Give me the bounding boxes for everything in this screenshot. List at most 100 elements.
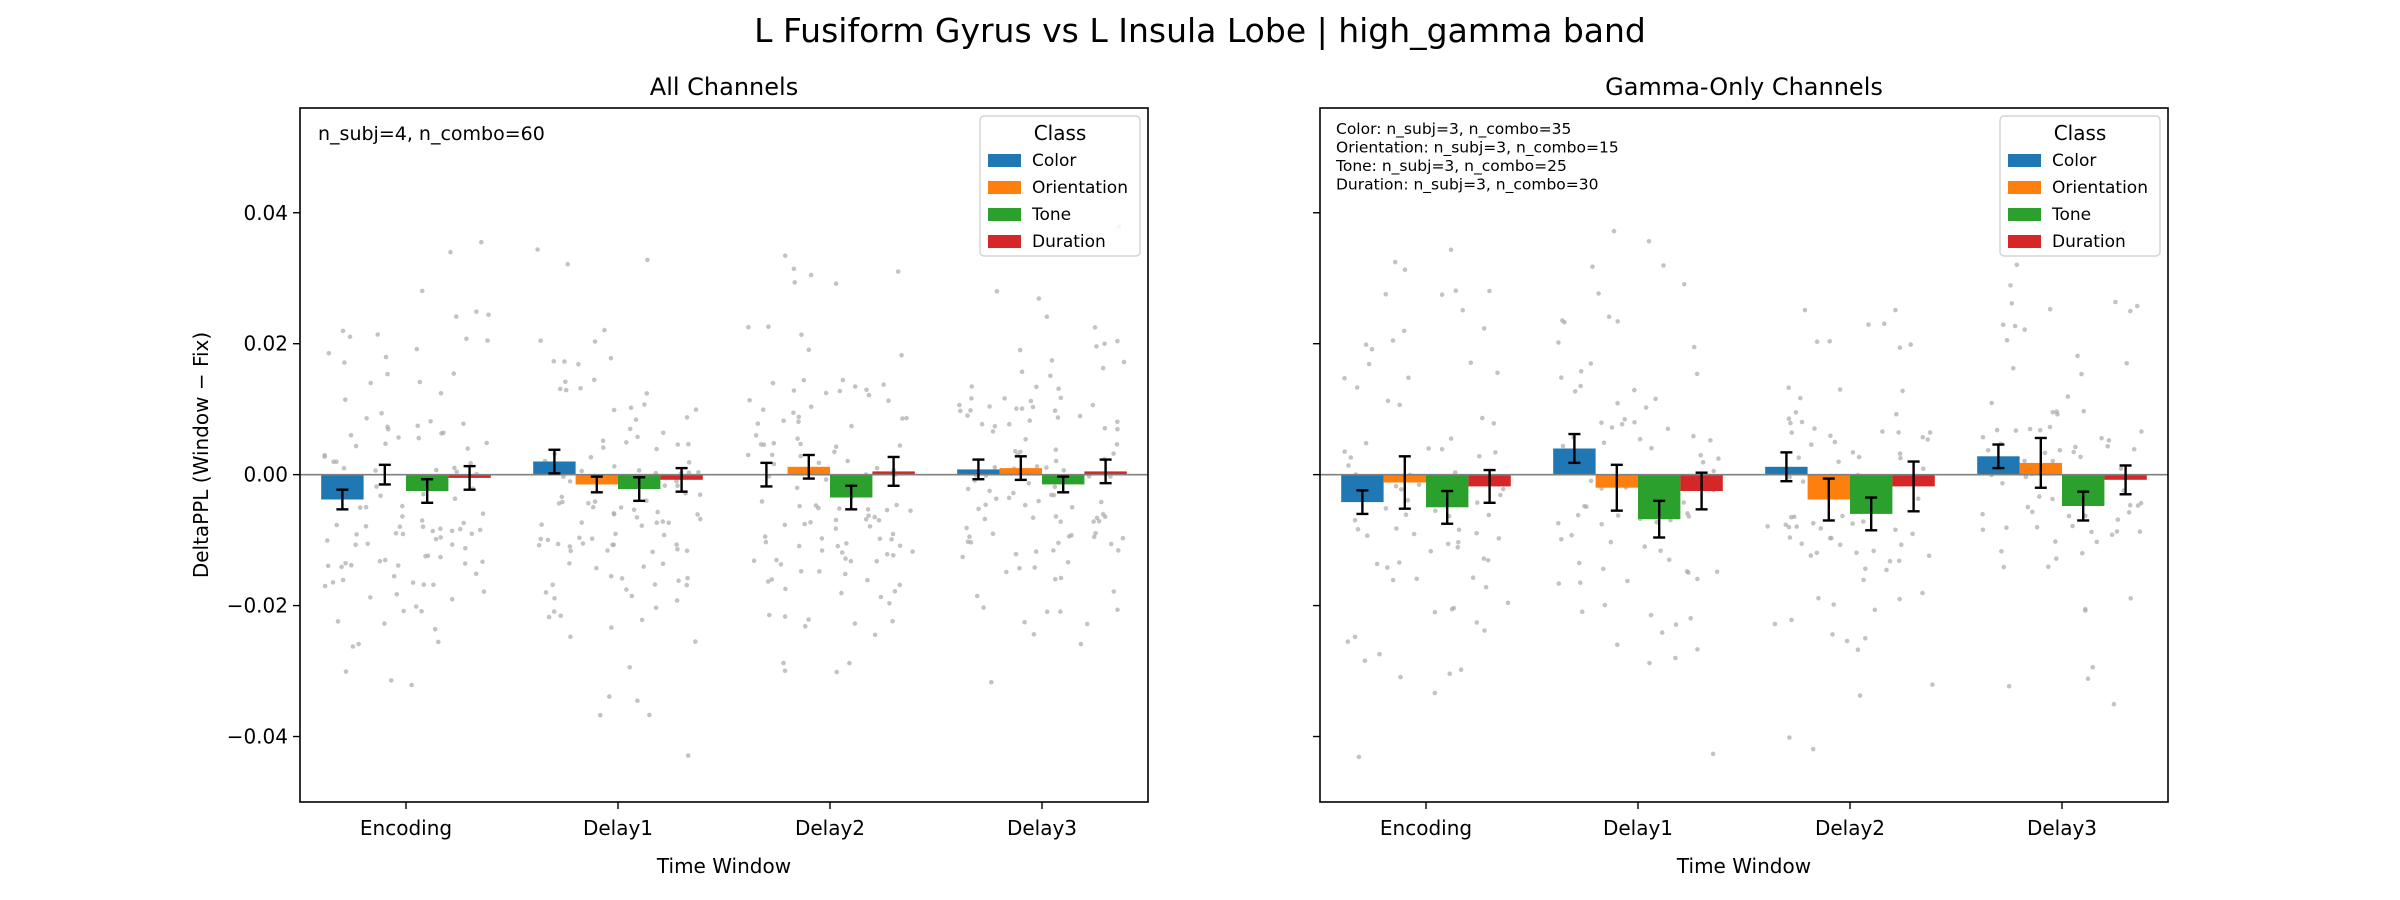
scatter-point [397,524,403,529]
scatter-point [1582,503,1587,509]
scatter-point [1052,484,1058,490]
scatter-point [1632,387,1637,393]
scatter-point [1808,553,1814,558]
scatter-point [473,571,479,577]
scatter-point [484,440,490,446]
scatter-point [2113,299,2118,305]
scatter-point [1899,542,1904,548]
scatter-point [974,593,980,599]
x-tick-label: Delay3 [1007,816,1077,840]
legend-label: Tone [1031,205,1071,225]
scatter-point [1058,609,1063,614]
scatter-point [2126,510,2132,515]
scatter-point [1432,690,1438,696]
scatter-point [1486,512,1492,518]
scatter-point [1647,660,1652,666]
scatter-point [982,516,988,522]
scatter-point [341,466,347,471]
scatter-point [798,441,803,447]
scatter-point [990,429,996,434]
scatter-point [2037,427,2043,433]
scatter-point [661,430,666,436]
scatter-point [551,359,557,364]
scatter-point [1646,238,1652,244]
scatter-point [979,421,985,427]
scatter-point [1018,449,1023,455]
scatter-point [1850,450,1856,455]
scatter-point [624,587,629,592]
scatter-point [373,468,378,473]
scatter-point [1115,426,1120,432]
scatter-point [1458,667,1464,672]
error-bar [378,463,391,486]
legend-label: Orientation [2052,178,2148,198]
scatter-point [451,371,457,376]
scatter-point [782,253,788,258]
scatter-point [2090,664,2095,670]
scatter-point [1569,532,1574,538]
scatter-point [1866,322,1871,327]
scatter-point [339,564,344,570]
scatter-point [1606,314,1612,320]
scatter-point [462,561,468,566]
scatter-point [1002,396,1007,401]
scatter-point [983,502,988,508]
scatter-point [464,336,469,342]
scatter-point [550,582,555,588]
scatter-point [414,346,420,352]
scatter-point [867,524,873,529]
scatter-point [698,516,703,522]
scatter-point [2011,366,2016,371]
scatter-point [1468,360,1474,366]
scatter-point [2105,444,2110,449]
scatter-point [577,535,582,541]
scatter-point [1880,429,1885,434]
scatter-point [343,669,349,674]
scatter-point [1714,569,1720,575]
scatter-point [1814,339,1820,345]
scatter-point [480,511,486,516]
scatter-point [2124,361,2129,366]
scatter-point [969,384,974,389]
scatter-point [763,539,769,545]
scatter-point [654,520,660,525]
scatter-point [1831,602,1836,607]
scatter-point [1354,385,1360,390]
scatter-point [1648,612,1654,618]
scatter-point [1474,620,1480,625]
scatter-point [2128,596,2133,601]
error-bar [1356,489,1369,516]
scatter-point [1927,430,1933,435]
scatter-point [1093,531,1098,536]
scatter-point [1578,383,1583,389]
scatter-point [1615,400,1620,406]
scatter-point [1007,421,1012,427]
scatter-point [863,517,869,522]
scatter-point [771,461,777,467]
scatter-point [1500,486,1506,492]
scatter-point [1022,619,1027,625]
legend-swatch [2008,154,2041,167]
panel-title: All Channels [650,73,798,101]
scatter-point [1999,549,2004,554]
error-bar [1695,471,1708,511]
scatter-point [1445,541,1451,547]
annotation-text: Duration: n_subj=3, n_combo=30 [1336,176,1599,195]
scatter-point [1615,642,1620,648]
scatter-point [1684,569,1690,574]
legend-label: Duration [2052,232,2126,252]
scatter-point [834,669,839,675]
scatter-point [1078,641,1084,647]
scatter-point [994,289,1000,294]
scatter-point [592,339,598,344]
scatter-point [555,541,561,547]
scatter-point [1850,521,1855,526]
scatter-point [421,582,427,587]
scatter-point [894,502,899,508]
scatter-point [580,541,586,546]
scatter-point [1032,565,1037,570]
scatter-point [1385,398,1391,404]
scatter-point [438,554,443,560]
scatter-point [377,558,383,564]
scatter-point [579,520,584,525]
